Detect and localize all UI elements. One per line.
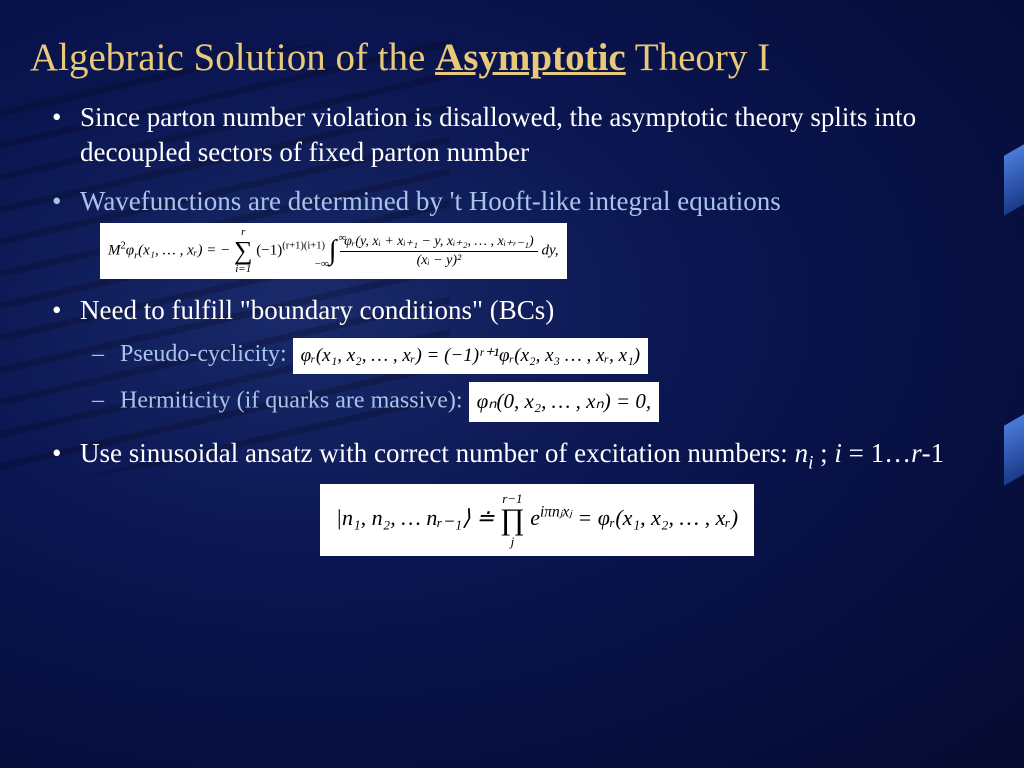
title-text-post: Theory I	[626, 36, 770, 79]
eq4-prod-bot: j	[500, 535, 525, 548]
eq1-M: M	[108, 243, 121, 259]
eq1-neg1: (−1)	[256, 243, 282, 259]
bullet-1: Since parton number violation is disallo…	[80, 100, 994, 170]
sub-bullet-3b-text: Hermiticity (if quarks are massive):	[120, 387, 469, 413]
equation-1-wrapper: M2φr(x₁, … , xᵣ) = − r ∑ i=1 (−1)(r+1)(i…	[100, 223, 994, 279]
eq1-frac-den: (xᵢ − y)²	[340, 252, 538, 270]
eq4-exp: eiπnⱼxⱼ	[530, 505, 572, 530]
eq4-pi: π	[544, 503, 552, 520]
eq4-prod-sym: ∏	[500, 505, 525, 535]
bullet-4: Use sinusoidal ansatz with correct numbe…	[80, 436, 994, 556]
bullet-4-text-pre: Use sinusoidal ansatz with correct numbe…	[80, 438, 795, 468]
b4-eq: = 1…	[842, 438, 911, 468]
b4-sep: ;	[813, 438, 834, 468]
equation-2: φᵣ(x₁, x₂, … , xᵣ) = (−1)ʳ⁺¹φᵣ(x₂, x₃ … …	[293, 338, 648, 375]
title-text-bold: Asymptotic	[435, 36, 626, 79]
sub-bullet-list: Pseudo-cyclicity: φᵣ(x₁, x₂, … , xᵣ) = (…	[80, 336, 994, 421]
eq1-sum-bot: i=1	[234, 264, 253, 275]
eq1-int-top: ∞	[339, 231, 347, 245]
eq1-int-bot: −∞	[315, 257, 329, 271]
eq1-args: (x₁, … , xᵣ) = −	[138, 243, 234, 259]
sub-bullet-3a-text: Pseudo-cyclicity:	[120, 341, 293, 367]
eq4-prod: r−1 ∏ j	[500, 492, 525, 548]
b4-i: i	[834, 438, 842, 468]
slide-content: Algebraic Solution of the Asymptotic The…	[0, 0, 1024, 590]
eq1-int: ∫∞−∞	[329, 233, 337, 269]
sub-bullet-3a: Pseudo-cyclicity: φᵣ(x₁, x₂, … , xᵣ) = (…	[120, 336, 994, 374]
eq1-sum: r ∑ i=1	[234, 227, 253, 275]
b4-m1: -1	[922, 438, 945, 468]
equation-4: |n₁, n₂, … nᵣ₋₁⟩ ≐ r−1 ∏ j eiπnⱼxⱼ = φᵣ(…	[320, 484, 754, 556]
eq1-frac: φᵣ(y, xᵢ + xᵢ₊₁ − y, xᵢ₊₂, … , xᵢ₊ᵣ₋₁) (…	[340, 233, 538, 270]
bullet-1-text: Since parton number violation is disallo…	[80, 102, 916, 167]
eq1-phi: φ	[126, 243, 134, 259]
equation-3: φₙ(0, x₂, … , xₙ) = 0,	[469, 382, 660, 422]
eq1-sum-sym: ∑	[234, 238, 253, 264]
bullet-list: Since parton number violation is disallo…	[30, 100, 994, 556]
bullet-2: Wavefunctions are determined by 't Hooft…	[80, 184, 994, 279]
title-text-pre: Algebraic Solution of the	[30, 36, 435, 79]
sub-bullet-3b: Hermiticity (if quarks are massive): φₙ(…	[120, 382, 994, 422]
eq4-ket: |n₁, n₂, … nᵣ₋₁⟩ ≐	[336, 505, 500, 530]
slide-title: Algebraic Solution of the Asymptotic The…	[30, 35, 994, 80]
bullet-3-text: Need to fulfill "boundary conditions" (B…	[80, 295, 554, 325]
eq1-frac-num: φᵣ(y, xᵢ + xᵢ₊₁ − y, xᵢ₊₂, … , xᵢ₊ᵣ₋₁)	[340, 233, 538, 252]
bullet-3: Need to fulfill "boundary conditions" (B…	[80, 293, 994, 421]
b4-r: r	[911, 438, 922, 468]
equation-1: M2φr(x₁, … , xᵣ) = − r ∑ i=1 (−1)(r+1)(i…	[100, 223, 567, 279]
bullet-2-text: Wavefunctions are determined by 't Hooft…	[80, 186, 781, 216]
b4-n: n	[795, 438, 809, 468]
eq1-neg1-exp: (r+1)(i+1)	[282, 241, 325, 252]
eq1-dy: dy,	[541, 243, 558, 259]
eq4-rhs: = φᵣ(x₁, x₂, … , xᵣ)	[577, 505, 738, 530]
